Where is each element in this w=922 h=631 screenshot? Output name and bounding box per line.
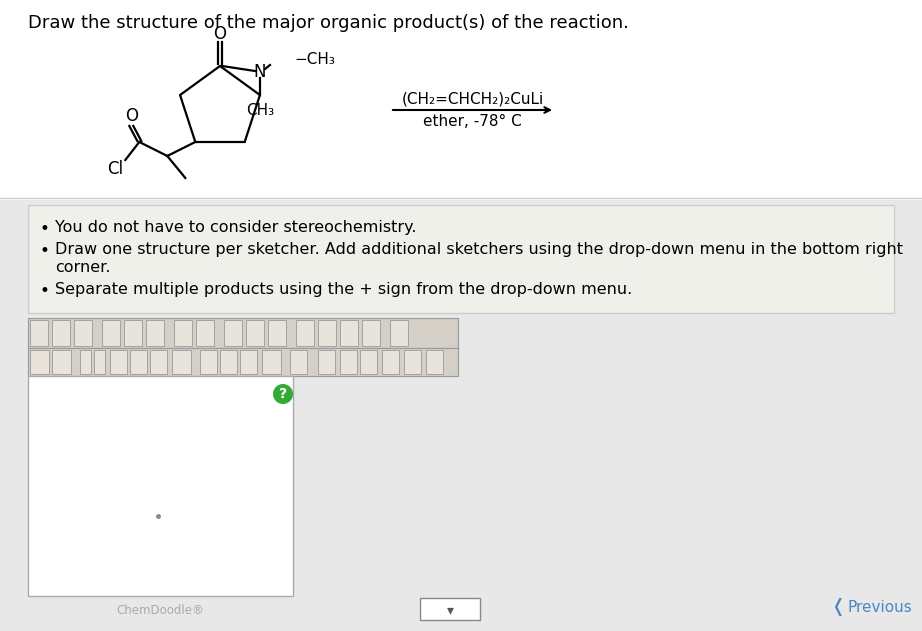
Bar [246, 320, 264, 346]
Bar [382, 350, 399, 374]
Text: N: N [254, 63, 266, 81]
Circle shape [273, 384, 293, 404]
Text: Cl: Cl [107, 160, 124, 178]
Text: •: • [39, 242, 49, 260]
Bar [94, 350, 105, 374]
Bar [102, 320, 120, 346]
Bar [30, 320, 48, 346]
Bar [28, 348, 458, 376]
Bar [174, 320, 192, 346]
Bar [224, 320, 242, 346]
Bar [220, 350, 237, 374]
Bar [28, 376, 293, 596]
Text: ?: ? [279, 387, 287, 401]
Bar [404, 350, 421, 374]
Bar [318, 350, 335, 374]
Bar [360, 350, 377, 374]
Text: Separate multiple products using the + sign from the drop-down menu.: Separate multiple products using the + s… [55, 282, 632, 297]
Bar [340, 320, 358, 346]
Bar [52, 320, 70, 346]
Bar [28, 205, 894, 313]
Bar [74, 320, 92, 346]
Bar [196, 320, 214, 346]
Bar [318, 320, 336, 346]
Bar [390, 320, 408, 346]
Bar [110, 350, 127, 374]
Bar [0, 595, 922, 631]
Bar [52, 350, 71, 374]
Text: •: • [39, 220, 49, 238]
Bar [426, 350, 443, 374]
Text: O: O [124, 107, 137, 125]
Text: ❬: ❬ [830, 598, 845, 616]
Text: Previous: Previous [847, 599, 912, 615]
Bar [150, 350, 167, 374]
Text: ether, -78° C: ether, -78° C [423, 114, 522, 129]
Text: Draw one structure per sketcher. Add additional sketchers using the drop-down me: Draw one structure per sketcher. Add add… [55, 242, 903, 257]
Text: O: O [214, 25, 227, 43]
Text: corner.: corner. [55, 260, 111, 275]
Bar [172, 350, 191, 374]
Bar [340, 350, 357, 374]
Text: CH₃: CH₃ [246, 103, 274, 118]
Bar [240, 350, 257, 374]
Text: −CH₃: −CH₃ [294, 52, 335, 68]
Text: •: • [39, 282, 49, 300]
Bar [30, 350, 49, 374]
Bar [0, 0, 922, 200]
Text: You do not have to consider stereochemistry.: You do not have to consider stereochemis… [55, 220, 417, 235]
Text: Draw the structure of the major organic product(s) of the reaction.: Draw the structure of the major organic … [28, 14, 629, 32]
Bar [262, 350, 281, 374]
Text: (CH₂=CHCH₂)₂CuLi: (CH₂=CHCH₂)₂CuLi [401, 91, 544, 106]
Bar [296, 320, 314, 346]
Bar [80, 350, 91, 374]
Bar [146, 320, 164, 346]
Text: ▾: ▾ [446, 603, 454, 617]
Text: ChemDoodle®: ChemDoodle® [116, 604, 205, 617]
Bar [124, 320, 142, 346]
Bar [28, 318, 458, 348]
Bar [268, 320, 286, 346]
Bar [130, 350, 147, 374]
Bar [290, 350, 307, 374]
Bar [362, 320, 380, 346]
Bar [200, 350, 217, 374]
Bar [420, 598, 480, 620]
